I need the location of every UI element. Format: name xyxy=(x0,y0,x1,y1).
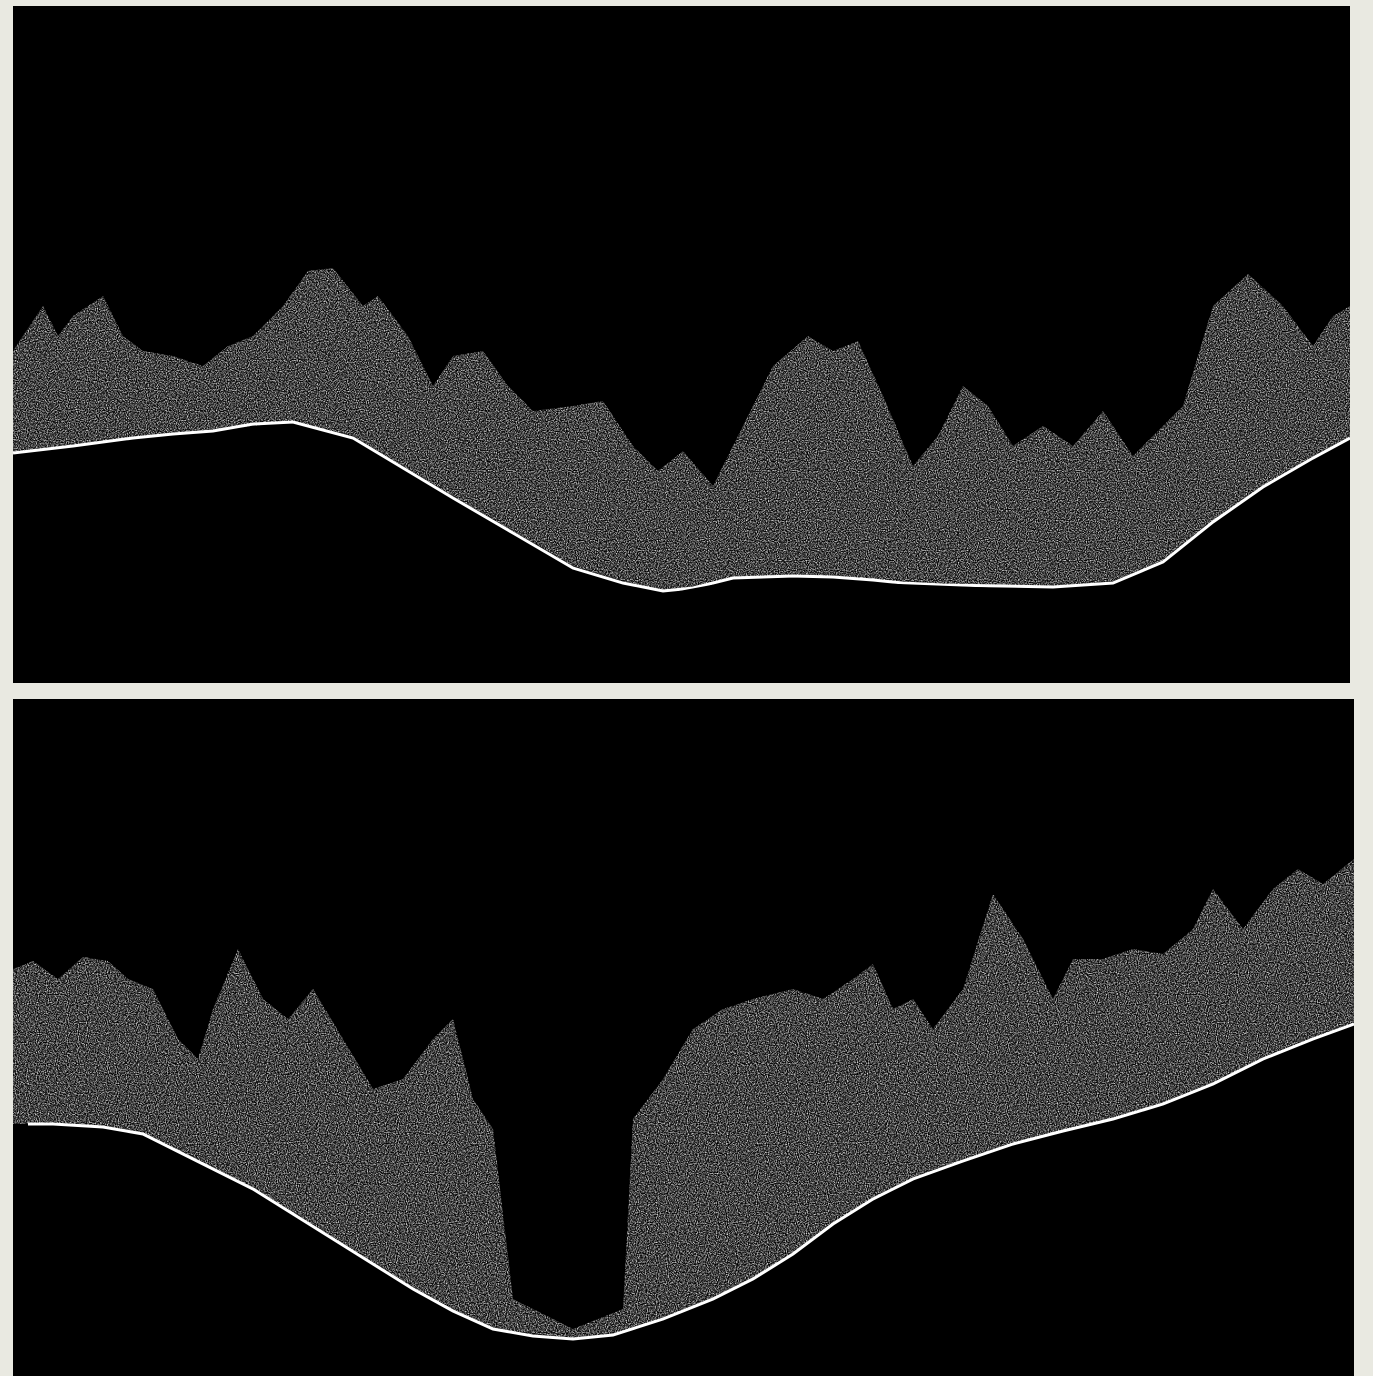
bottom-hill-mass xyxy=(13,1027,1354,1376)
bottom-forest-panel xyxy=(13,699,1354,1376)
top-tree-canopy xyxy=(13,268,1350,591)
bottom-forest-illustration xyxy=(13,859,1354,1376)
top-forest-illustration xyxy=(13,268,1350,683)
top-forest-panel xyxy=(13,6,1350,683)
bottom-valley-line xyxy=(28,1022,1354,1341)
bottom-tree-canopy xyxy=(13,859,1354,1339)
top-ridge-line xyxy=(13,420,1350,593)
top-hill-mass xyxy=(13,425,1350,683)
